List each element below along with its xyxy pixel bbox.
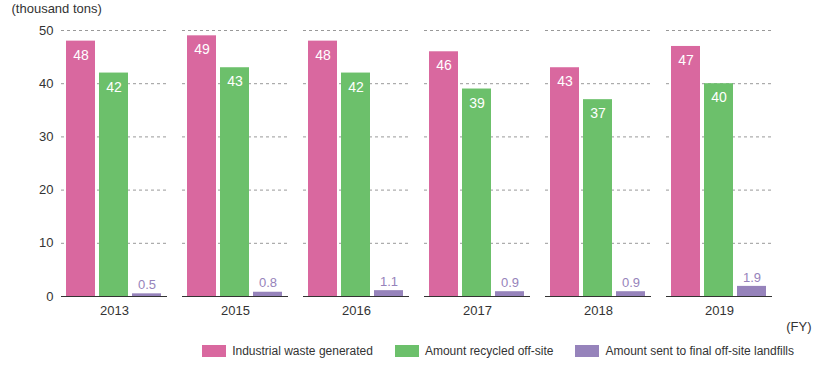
svg-text:1.1: 1.1: [380, 274, 398, 289]
svg-text:2016: 2016: [342, 303, 371, 318]
svg-text:2018: 2018: [584, 303, 613, 318]
svg-text:0.8: 0.8: [259, 275, 277, 290]
svg-text:49: 49: [194, 41, 210, 57]
svg-text:2013: 2013: [100, 303, 129, 318]
svg-text:2019: 2019: [705, 303, 734, 318]
svg-text:0.9: 0.9: [501, 275, 519, 290]
svg-text:42: 42: [106, 79, 122, 95]
svg-text:47: 47: [678, 52, 694, 68]
svg-text:2017: 2017: [463, 303, 492, 318]
html-text:Amount sent to final off-site: Amount sent to final off-site landfills: [605, 344, 794, 358]
svg-text:0: 0: [46, 289, 53, 304]
svg-text:0.5: 0.5: [138, 277, 156, 292]
svg-text:0.9: 0.9: [622, 275, 640, 290]
svg-text:48: 48: [73, 47, 89, 63]
svg-text:50: 50: [39, 23, 53, 38]
svg-text:37: 37: [590, 105, 606, 121]
svg-text:10: 10: [39, 235, 53, 250]
svg-text:1.9: 1.9: [743, 270, 761, 285]
svg-text:40: 40: [39, 76, 53, 91]
svg-text:30: 30: [39, 129, 53, 144]
svg-text:20: 20: [39, 182, 53, 197]
svg-text:(FY): (FY): [786, 319, 811, 334]
svg-text:46: 46: [436, 57, 452, 73]
svg-text:43: 43: [557, 73, 573, 89]
svg-text:2015: 2015: [221, 303, 250, 318]
svg-text:(thousand tons): (thousand tons): [12, 1, 102, 16]
svg-text:43: 43: [227, 73, 243, 89]
svg-text:42: 42: [348, 79, 364, 95]
svg-text:39: 39: [469, 95, 485, 111]
html-text:Industrial waste generated: Industrial waste generated: [232, 344, 373, 358]
html-text:Amount recycled off-site: Amount recycled off-site: [424, 344, 554, 358]
svg-text:48: 48: [315, 47, 331, 63]
svg-text:40: 40: [711, 89, 727, 105]
